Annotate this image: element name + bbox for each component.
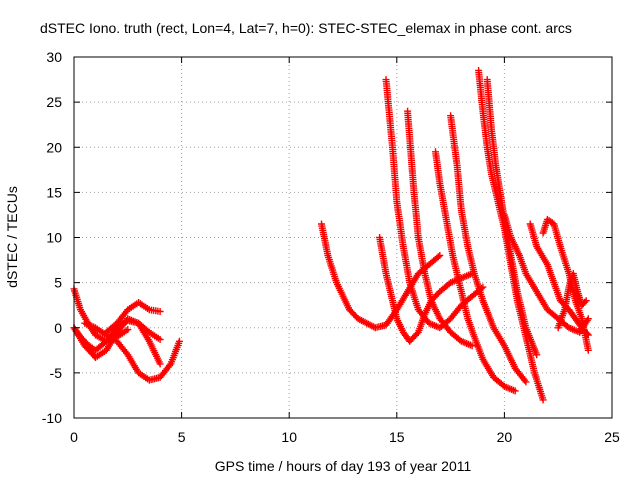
series-markers (539, 215, 592, 354)
series-markers (483, 76, 541, 359)
x-tick-label: 15 (389, 429, 405, 445)
series-markers (500, 211, 592, 336)
series-markers (376, 234, 476, 345)
series-arc-10 (432, 148, 519, 395)
series-arc-17 (554, 270, 590, 332)
series-arc-5 (102, 299, 164, 336)
series-arc-14 (500, 211, 592, 336)
series-arc-13 (483, 76, 541, 359)
x-tick-label: 10 (281, 429, 297, 445)
x-tick-label: 25 (604, 429, 620, 445)
y-tick-label: -5 (50, 365, 63, 381)
series-markers (447, 112, 530, 386)
series-markers (404, 107, 476, 350)
y-axis-label: dSTEC / TECUs (4, 186, 20, 288)
y-tick-label: 0 (54, 320, 62, 336)
series-markers (432, 148, 519, 395)
series-arc-16 (539, 215, 592, 354)
y-tick-label: 30 (46, 49, 62, 65)
series-arc-7 (382, 76, 487, 332)
y-tick-label: 15 (46, 184, 62, 200)
x-tick-label: 0 (70, 429, 78, 445)
x-tick-label: 5 (178, 429, 186, 445)
y-tick-label: 20 (46, 139, 62, 155)
series-markers (382, 76, 487, 332)
series-arc-4 (81, 319, 183, 384)
chart-title: dSTEC Iono. truth (rect, Lon=4, Lat=7, h… (40, 20, 572, 36)
series-markers (554, 270, 590, 332)
series-arc-8 (376, 234, 476, 345)
series-markers (102, 299, 164, 336)
y-tick-label: 5 (54, 275, 62, 291)
x-axis-label: GPS time / hours of day 193 of year 2011 (215, 458, 472, 474)
x-tick-label: 20 (497, 429, 513, 445)
y-tick-label: 25 (46, 94, 62, 110)
axis-ticks: 0 5 10 15 20 25 -10 -5 0 5 10 15 20 25 30 (42, 49, 620, 445)
series-arc-9 (404, 107, 476, 350)
y-tick-label: 10 (46, 230, 62, 246)
data-series (70, 67, 592, 404)
series-markers (81, 319, 183, 384)
y-tick-label: -10 (42, 410, 62, 426)
series-arc-11 (447, 112, 530, 386)
